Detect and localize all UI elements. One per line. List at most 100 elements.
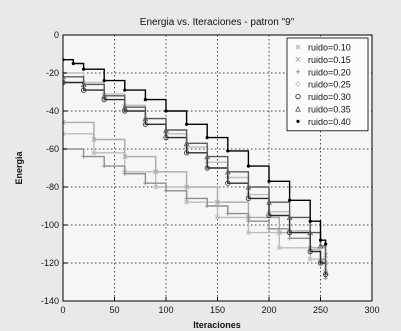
- data-point: [276, 230, 282, 236]
- y-tick-label: -40: [46, 106, 59, 116]
- data-point: [143, 98, 147, 102]
- data-point: [63, 79, 66, 86]
- data-point: [81, 154, 86, 159]
- series-lines: [63, 58, 329, 281]
- data-point: [184, 199, 190, 205]
- data-point: [205, 203, 210, 209]
- data-point: [63, 119, 66, 125]
- data-point: [246, 219, 251, 224]
- data-point: [307, 256, 313, 262]
- y-tick-label: -80: [46, 182, 59, 192]
- data-point: [317, 260, 324, 266]
- legend-marker: [295, 69, 301, 74]
- data-point: [288, 198, 292, 202]
- y-tick-label: -120: [41, 258, 59, 268]
- x-tick-label: 200: [261, 305, 276, 315]
- data-point: [286, 230, 293, 236]
- data-point: [324, 242, 328, 246]
- chart-title: Energia vs. Iteraciones - patron "9": [140, 17, 295, 28]
- legend-label: ruido=0.15: [308, 55, 351, 65]
- x-tick-label: 50: [109, 305, 119, 315]
- data-point: [164, 109, 168, 113]
- data-point: [226, 149, 230, 153]
- data-point: [267, 179, 271, 183]
- data-point: [286, 214, 293, 220]
- y-tick-label: -60: [46, 144, 59, 154]
- legend-label: ruido=0.30: [308, 92, 351, 102]
- y-tick-label: -20: [46, 68, 59, 78]
- data-point: [307, 249, 313, 255]
- legend-marker: [295, 105, 301, 112]
- data-point: [322, 269, 329, 276]
- data-point: [91, 150, 97, 156]
- data-point: [205, 136, 209, 140]
- data-point: [81, 87, 87, 93]
- data-point: [121, 104, 128, 110]
- series-line: [63, 81, 327, 275]
- data-point: [101, 97, 107, 103]
- x-tick-label: 100: [158, 305, 173, 315]
- y-tick-label: -140: [41, 296, 59, 306]
- data-point: [142, 121, 148, 127]
- data-point: [153, 184, 159, 190]
- data-point: [102, 79, 106, 83]
- data-point: [245, 195, 251, 201]
- data-point: [63, 73, 66, 80]
- y-axis-label: Energia: [14, 151, 24, 185]
- data-point: [123, 88, 127, 92]
- data-point: [80, 81, 87, 87]
- data-point: [122, 154, 128, 160]
- data-point: [276, 245, 282, 251]
- y-tick-label: 0: [54, 30, 59, 40]
- axis-ticks: 0 50 100 150 200 250 300 0 -20 -40 -60 -80 -100 -120 -…: [41, 30, 380, 315]
- data-point: [142, 115, 149, 122]
- x-tick-label: 300: [364, 305, 379, 315]
- data-point: [63, 70, 66, 76]
- data-point: [82, 67, 86, 71]
- series-line: [63, 59, 327, 244]
- x-axis-label: Iteraciones: [193, 320, 241, 330]
- data-point: [266, 199, 272, 205]
- legend-label: ruido=0.10: [308, 43, 351, 53]
- legend-marker: [296, 119, 300, 123]
- data-point: [225, 211, 230, 216]
- data-point: [184, 150, 190, 156]
- data-point: [153, 169, 159, 175]
- data-point: [318, 238, 323, 242]
- data-point: [307, 229, 314, 236]
- data-point: [183, 140, 190, 146]
- data-point: [225, 180, 231, 186]
- data-point: [224, 168, 231, 175]
- data-point: [143, 181, 148, 186]
- data-point: [215, 214, 220, 220]
- legend-marker: [295, 44, 301, 50]
- data-point: [71, 61, 75, 66]
- legend: ruido=0.10 ruido=0.15 ruido=0.20 ruido=0.25…: [286, 37, 369, 132]
- data-point: [122, 108, 128, 114]
- data-point: [184, 184, 190, 190]
- legend-label: ruido=0.40: [308, 117, 351, 127]
- data-point: [317, 242, 324, 249]
- data-point: [266, 212, 272, 219]
- data-point: [204, 153, 211, 160]
- y-tick-label: -100: [41, 220, 59, 230]
- data-point: [245, 230, 251, 236]
- data-point: [163, 135, 169, 141]
- x-tick-label: 250: [313, 305, 328, 315]
- data-point: [214, 199, 221, 205]
- data-point: [163, 188, 169, 193]
- data-point: [245, 183, 252, 190]
- data-point: [102, 163, 107, 169]
- x-tick-label: 150: [210, 305, 225, 315]
- legend-marker: [295, 81, 301, 87]
- data-point: [91, 136, 97, 143]
- legend-label: ruido=0.35: [308, 105, 351, 115]
- data-point: [308, 219, 312, 223]
- data-point: [246, 164, 250, 168]
- legend-label: ruido=0.20: [308, 67, 351, 77]
- legend-marker: [295, 94, 301, 100]
- legend-marker: [295, 56, 301, 62]
- legend-label: ruido=0.25: [308, 80, 351, 90]
- data-point: [204, 165, 210, 171]
